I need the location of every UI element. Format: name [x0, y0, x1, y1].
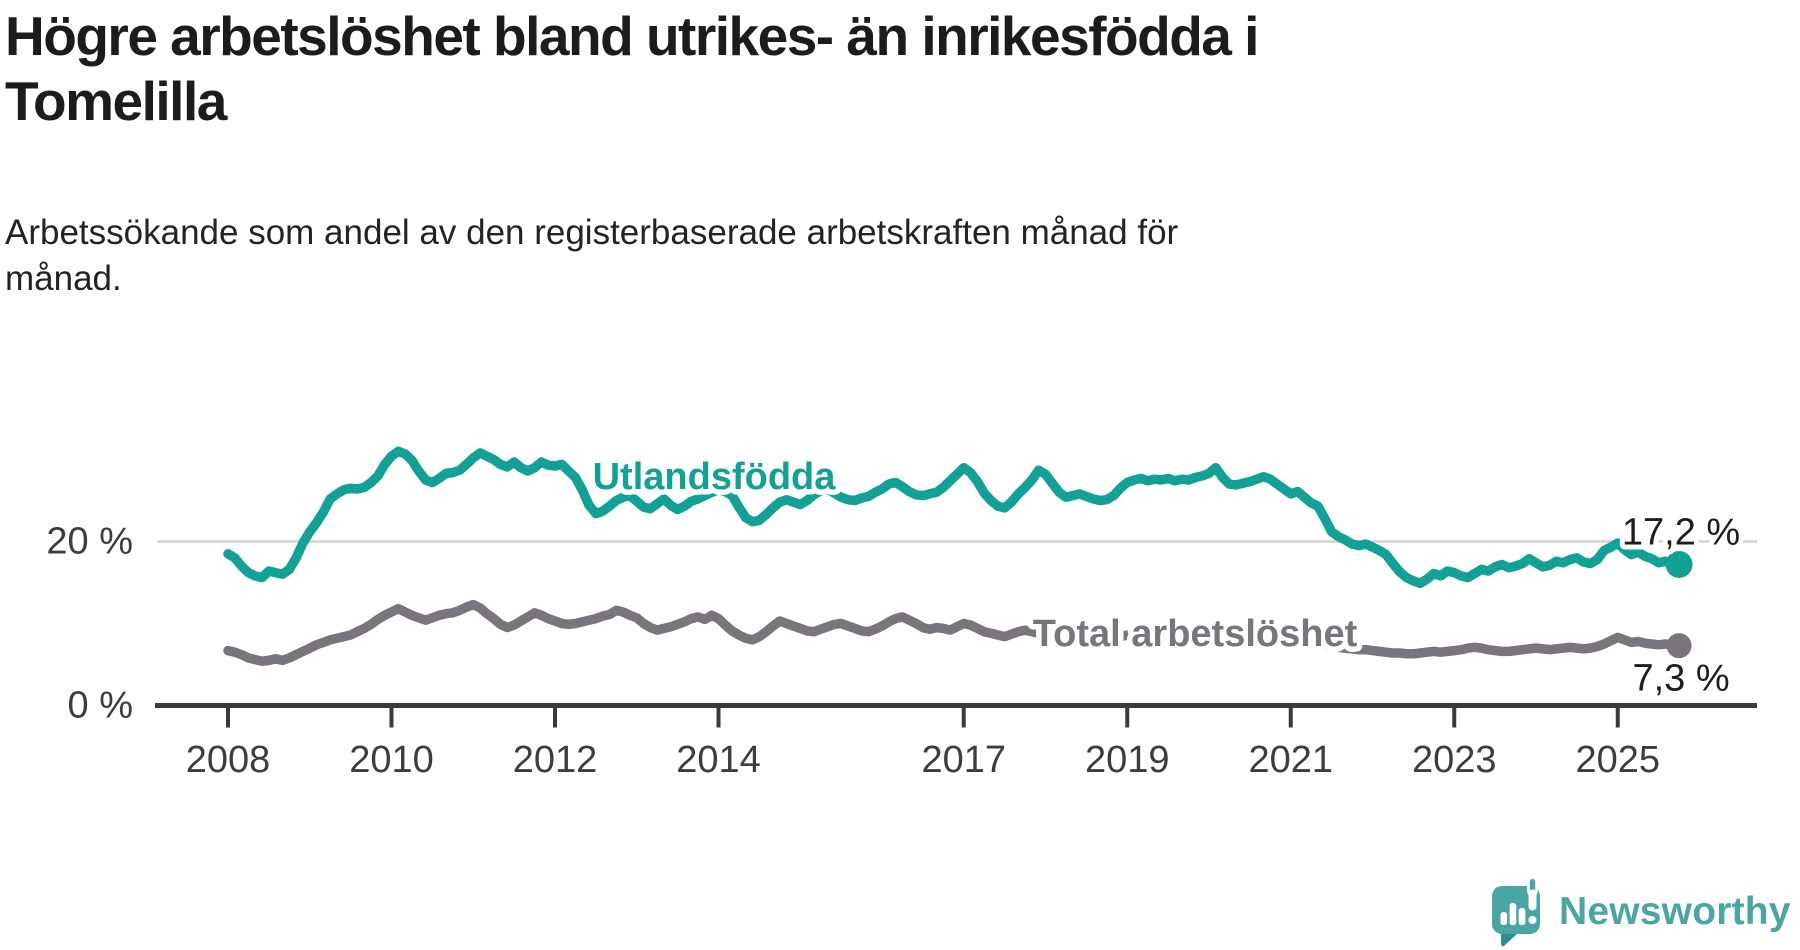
x-tick-label-2023: 2023	[1412, 739, 1497, 781]
series-label-utlandsfodda: Utlandsfödda	[593, 456, 837, 498]
series-label-total: Total arbetslöshet	[1033, 613, 1358, 655]
series-line-total	[223, 599, 1684, 666]
y-tick-label-0: 0 %	[68, 685, 133, 727]
page-title: Högre arbetslöshet bland utrikes- än inr…	[5, 4, 1525, 134]
end-value-label-utlandsfodda: 17,2 %	[1622, 511, 1740, 553]
x-tick-label-2019: 2019	[1085, 739, 1170, 781]
subtitle-line-1: Arbetssökande som andel av den registerb…	[5, 213, 1179, 252]
x-tick-label-2008: 2008	[186, 739, 271, 781]
chart-subtitle: Arbetssökande som andel av den registerb…	[5, 210, 1485, 302]
x-tick-label-2025: 2025	[1575, 739, 1660, 781]
subtitle-line-2: månad.	[5, 259, 122, 298]
series-line-utlandsfodda	[223, 446, 1684, 589]
newsworthy-logo-icon	[1492, 876, 1540, 947]
x-tick-label-2012: 2012	[513, 739, 598, 781]
end-dot-utlandsfodda	[1665, 550, 1693, 578]
newsworthy-logo: Newsworthy	[1489, 874, 1791, 950]
end-value-label-total: 7,3 %	[1632, 658, 1729, 700]
newsworthy-logo-text: Newsworthy	[1559, 890, 1791, 933]
title-line-2: Tomelilla	[5, 70, 227, 132]
title-line-1: Högre arbetslöshet bland utrikes- än inr…	[5, 5, 1259, 67]
x-tick-label-2014: 2014	[676, 739, 761, 781]
end-dot-total	[1666, 633, 1692, 659]
x-tick-label-2021: 2021	[1248, 739, 1333, 781]
y-tick-label-20: 20 %	[46, 521, 133, 563]
x-tick-label-2017: 2017	[921, 739, 1006, 781]
x-tick-label-2010: 2010	[349, 739, 434, 781]
